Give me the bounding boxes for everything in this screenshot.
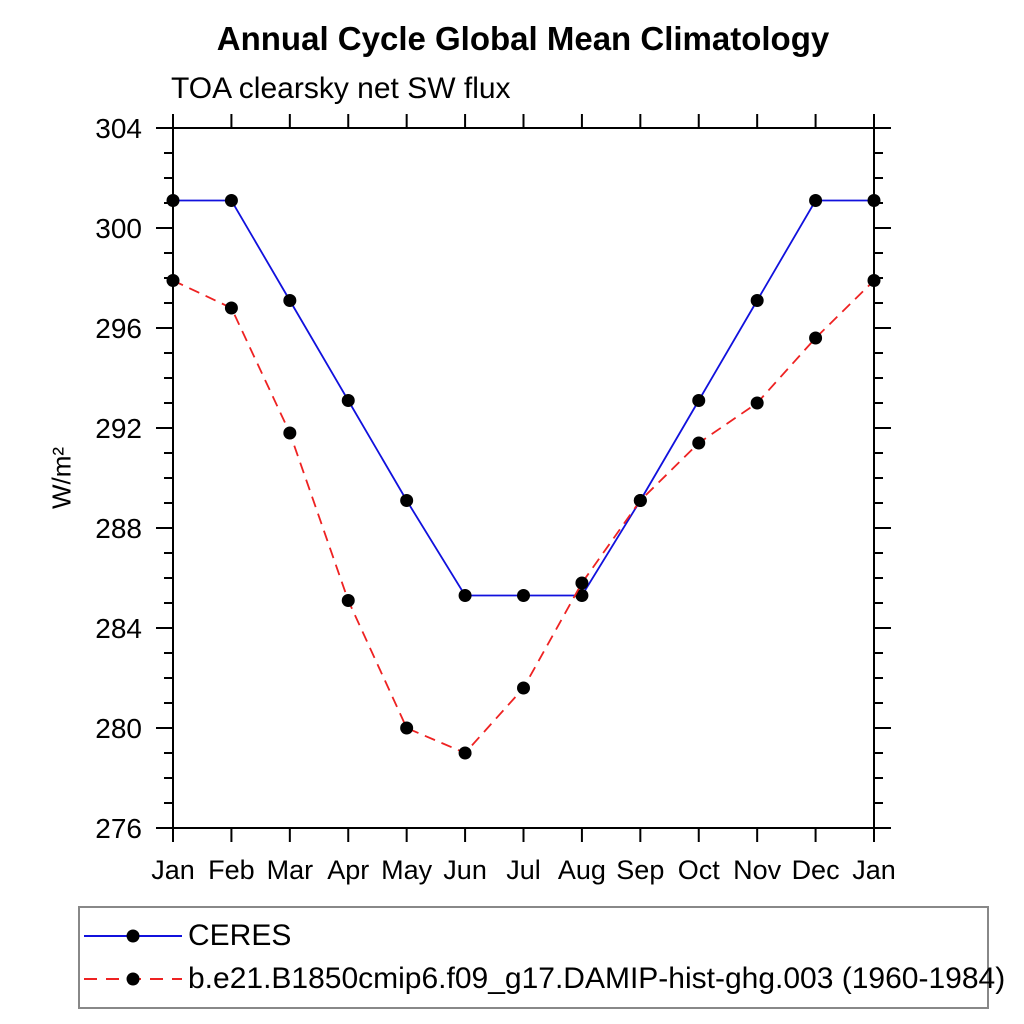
ceres-line <box>173 199 874 597</box>
data-point-marker <box>458 589 472 602</box>
data-point-marker <box>809 194 823 207</box>
data-point-marker <box>692 394 706 407</box>
y-tick-label: 288 <box>95 513 142 544</box>
x-tick-label: Dec <box>792 855 840 885</box>
data-point-marker <box>867 274 881 287</box>
data-point-marker <box>341 394 355 407</box>
x-tick-label: Jul <box>506 855 541 885</box>
x-tick-label: Mar <box>267 855 314 885</box>
y-tick-label: 296 <box>95 313 142 344</box>
plot-frame <box>172 127 875 829</box>
x-tick-label: Jan <box>151 855 195 885</box>
legend-item-model: b.e21.B1850cmip6.f09_g17.DAMIP-hist-ghg.… <box>82 959 1005 999</box>
legend-item-ceres: CERES <box>82 916 291 956</box>
data-point-marker <box>867 194 881 207</box>
data-point-marker <box>750 294 764 307</box>
data-point-marker <box>692 436 706 450</box>
x-tick-label: Jan <box>852 855 896 885</box>
x-tick-label: Aug <box>558 855 606 885</box>
data-point-marker <box>166 194 180 207</box>
y-tick-label: 276 <box>95 813 142 844</box>
x-tick-label: Feb <box>208 855 255 885</box>
x-tick-label: Apr <box>327 855 369 885</box>
data-point-marker <box>633 494 647 507</box>
model-line-sample-icon <box>84 972 182 986</box>
legend-box: CERES b.e21.B1850cmip6.f09_g17.DAMIP-his… <box>78 906 1005 1009</box>
chart-title: Annual Cycle Global Mean Climatology <box>216 20 830 57</box>
data-point-marker <box>341 594 355 607</box>
y-tick-label: 292 <box>95 413 142 444</box>
data-point-marker <box>458 746 472 760</box>
x-tick-label: Nov <box>733 855 782 885</box>
data-point-marker <box>224 301 238 315</box>
y-tick-label: 304 <box>95 113 142 144</box>
data-point-marker <box>517 589 530 602</box>
data-point-marker <box>224 194 238 207</box>
y-tick-label: 300 <box>95 213 142 244</box>
data-point-marker <box>166 274 180 287</box>
data-point-marker <box>283 426 297 440</box>
data-point-marker <box>809 331 823 345</box>
x-tick-label: May <box>381 855 433 885</box>
data-point-marker <box>400 721 414 735</box>
legend-label-ceres: CERES <box>188 919 292 952</box>
data-point-marker <box>575 576 589 590</box>
chart-subtitle: TOA clearsky net SW flux <box>171 72 511 105</box>
ceres-line-sample-icon <box>84 929 182 943</box>
data-point-marker <box>517 681 530 695</box>
x-tick-label: Oct <box>678 855 721 885</box>
data-point-marker <box>400 494 414 507</box>
data-point-marker <box>283 294 297 307</box>
legend-label-model: b.e21.B1850cmip6.f09_g17.DAMIP-hist-ghg.… <box>188 962 1006 995</box>
y-tick-label: 280 <box>95 713 142 744</box>
x-tick-label: Jun <box>443 855 487 885</box>
x-tick-label: Sep <box>616 855 664 885</box>
data-point-marker <box>575 589 589 602</box>
y-tick-label: 284 <box>95 613 142 644</box>
data-point-marker <box>750 396 764 410</box>
